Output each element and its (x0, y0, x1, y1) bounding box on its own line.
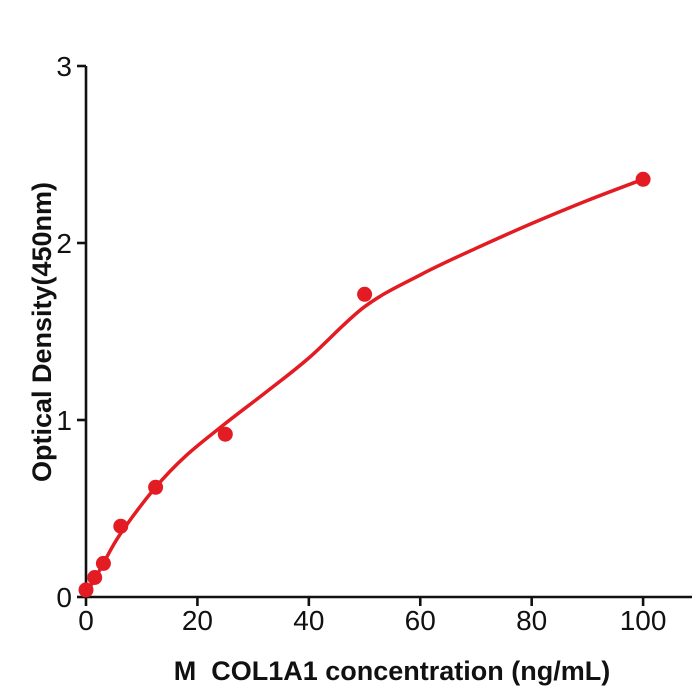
x-axis-tick-label: 80 (516, 605, 547, 636)
y-axis-tick-label: 2 (56, 228, 72, 259)
data-point (95, 555, 111, 571)
y-axis-tick-label: 3 (56, 51, 72, 82)
fit-curve (84, 177, 645, 596)
y-axis-tick-label: 0 (56, 582, 72, 613)
data-point (357, 286, 373, 302)
x-axis-tick-label: 100 (620, 605, 667, 636)
data-point (113, 518, 129, 534)
axis-spines (84, 66, 692, 599)
data-point (87, 570, 103, 585)
x-axis-tick-label: 20 (182, 605, 213, 636)
y-axis-title: Optical Density(450nm) (27, 182, 57, 482)
x-axis-tick-label: 0 (78, 605, 94, 636)
data-point (217, 426, 233, 442)
x-axis-title: M COL1A1 concentration (ng/mL) (174, 656, 611, 686)
x-axis-tick-label: 40 (293, 605, 324, 636)
data-point (78, 582, 94, 598)
data-point (148, 479, 164, 495)
x-axis-tick-label: 60 (405, 605, 436, 636)
data-point (635, 171, 651, 187)
y-axis-tick-label: 1 (56, 405, 72, 436)
